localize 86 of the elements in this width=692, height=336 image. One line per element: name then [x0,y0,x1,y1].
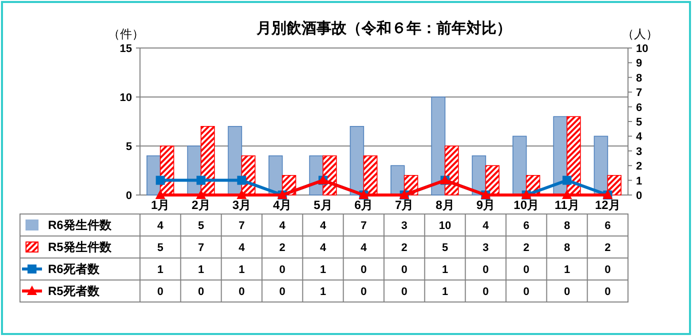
data-label: 1 [198,264,204,276]
legend-label: R6発生件数 [48,218,112,232]
y-axis-title: （件） [108,27,144,41]
data-label: 0 [604,286,611,298]
y2-tick-label: 6 [636,102,642,114]
data-label: 4 [320,242,327,254]
y-tick-label: 5 [126,141,132,153]
x-tick-label: 2月 [192,198,210,212]
data-label: 7 [198,242,204,254]
data-label: 0 [279,264,286,276]
data-label: 1 [157,264,164,276]
data-label: 1 [564,264,570,276]
bar [512,136,527,196]
data-label: 8 [564,220,570,232]
data-label: 1 [238,264,245,276]
data-label: 1 [442,264,448,276]
legend-label: R5死者数 [48,284,100,298]
data-label: 5 [442,242,448,254]
x-tick-label: 8月 [436,198,454,212]
y2-tick-label: 2 [636,160,642,173]
data-label: 0 [604,264,611,276]
y2-tick-label: 4 [636,131,643,144]
x-tick-label: 6月 [354,198,374,212]
data-label: 0 [198,286,204,298]
legend-label: R6死者数 [48,262,100,276]
x-tick-label: 5月 [314,198,332,212]
data-label: 5 [198,220,204,232]
y2-tick-label: 5 [636,116,642,128]
x-tick-label: 4月 [272,198,292,212]
y2-tick-label: 9 [636,58,642,70]
data-label: 7 [238,220,245,232]
data-label: 0 [238,286,245,298]
data-label: 4 [238,242,246,254]
data-label: 6 [523,220,530,232]
y2-tick-label: 8 [636,72,642,84]
y2-axis-title: （人） [622,27,658,41]
y2-tick-label: 7 [636,87,642,100]
data-label: 3 [482,242,489,254]
data-label: 7 [360,220,367,232]
legend-label: R5発生件数 [48,240,112,254]
data-label: 0 [157,286,164,298]
data-label: 1 [442,286,448,298]
data-label: 0 [523,264,530,276]
data-label: 2 [401,242,408,254]
data-label: 4 [482,220,490,232]
data-label: 10 [438,220,452,232]
data-label: 4 [279,220,286,232]
data-label: 0 [360,264,367,276]
bar [350,126,364,196]
y2-tick-label: 10 [636,43,648,55]
data-label: 0 [523,286,530,298]
y2-tick-label: 1 [636,175,642,188]
y2-tick-label: 0 [636,190,642,202]
x-tick-label: 10月 [514,198,540,212]
data-label: 0 [401,286,408,298]
data-label: 0 [564,286,570,298]
x-tick-label: 7月 [394,198,414,212]
y-tick-label: 10 [120,92,132,104]
data-label: 2 [279,242,286,254]
data-label: 1 [320,264,326,276]
data-label: 4 [360,242,368,254]
x-tick-label: 1月 [150,198,170,212]
data-label: 0 [401,264,408,276]
data-label: 6 [604,220,611,232]
data-label: 0 [360,286,367,298]
data-label: 0 [482,264,489,276]
chart-title: 月別飲酒事故（令和６年：前年対比） [256,19,512,37]
bar [607,175,622,196]
data-label: 3 [401,220,408,232]
data-label: 4 [320,220,327,232]
y2-tick-label: 3 [636,146,642,158]
y-tick-label: 0 [126,190,132,202]
data-label: 0 [279,286,286,298]
data-label: 0 [482,286,489,298]
data-label: 8 [564,242,570,254]
x-tick-label: 12月 [594,198,620,212]
x-tick-label: 9月 [476,198,496,212]
bar [431,96,446,196]
x-tick-label: 3月 [232,198,252,212]
data-label: 5 [157,242,164,254]
data-label: 2 [523,242,530,254]
x-tick-label: 11月 [554,198,580,212]
data-label: 2 [604,242,611,254]
y-tick-label: 15 [120,43,132,55]
data-label: 1 [320,286,326,298]
data-label: 4 [157,220,164,232]
